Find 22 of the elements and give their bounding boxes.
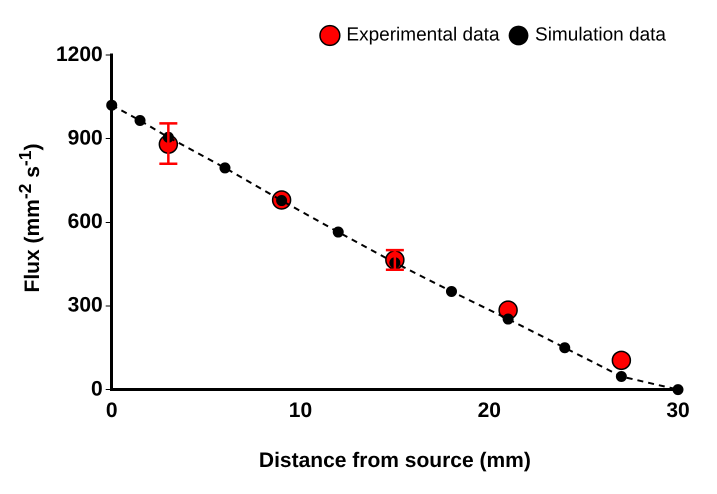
point bbox=[446, 286, 457, 297]
point bbox=[332, 226, 344, 238]
x-tick-label: 10 bbox=[288, 398, 312, 422]
x-axis-title: Distance from source (mm) bbox=[258, 449, 531, 472]
point bbox=[502, 314, 514, 325]
legend-label: Experimental data bbox=[346, 24, 500, 46]
y-tick-label: 300 bbox=[68, 294, 103, 317]
y-tick-label: 1200 bbox=[56, 42, 103, 66]
point bbox=[616, 370, 627, 382]
point bbox=[672, 384, 684, 396]
legend-label: Simulation data bbox=[535, 24, 666, 46]
point bbox=[219, 162, 230, 174]
y-tick-label: 600 bbox=[68, 210, 103, 234]
x-tick-label: 30 bbox=[666, 398, 690, 422]
point bbox=[134, 115, 146, 126]
y-tick-label: 0 bbox=[91, 377, 103, 400]
point bbox=[106, 100, 118, 111]
x-tick-label: 20 bbox=[478, 398, 501, 422]
y-tick-label: 900 bbox=[68, 126, 103, 150]
x-tick-label: 0 bbox=[106, 398, 118, 422]
point bbox=[612, 350, 632, 370]
point bbox=[559, 342, 570, 354]
